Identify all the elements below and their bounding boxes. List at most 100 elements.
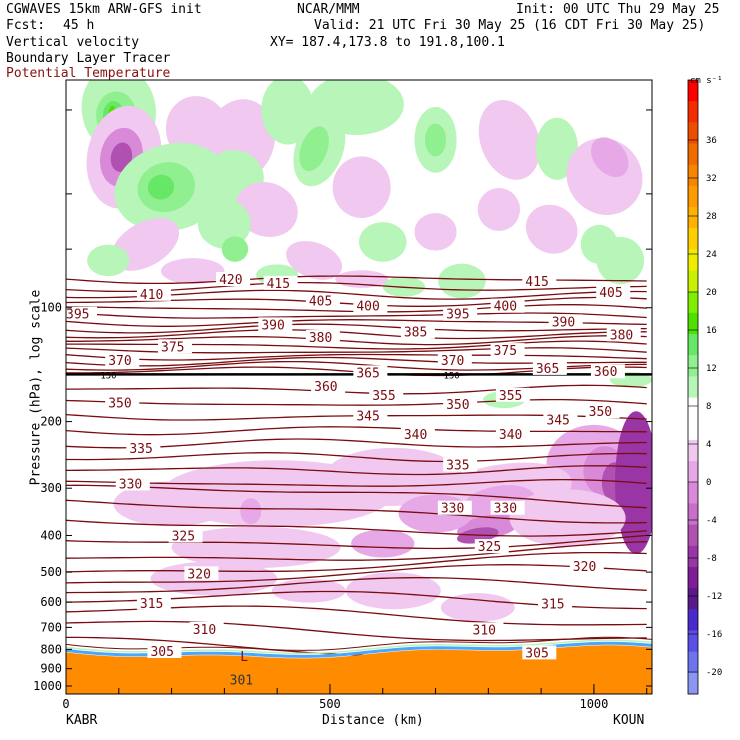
theta-label-text: 400 bbox=[494, 300, 517, 315]
theta-label-text: 360 bbox=[594, 365, 617, 380]
theta-contour bbox=[66, 620, 647, 642]
theta-label-bg bbox=[606, 327, 641, 342]
valid-time: Valid: 21 UTC Fri 30 May 25 (16 CDT Fri … bbox=[314, 18, 706, 33]
theta-label-text: 375 bbox=[494, 344, 517, 359]
theta-contour bbox=[66, 398, 647, 406]
y-tick-label: 1000 bbox=[33, 679, 62, 693]
colorbar-swatch bbox=[688, 566, 698, 589]
low-label: L bbox=[240, 650, 248, 665]
theta-label-text: 420 bbox=[219, 273, 242, 288]
theta-contour bbox=[66, 564, 647, 584]
cross-section-endpoints: XY= 187.4,173.8 to 191.8,100.1 bbox=[270, 35, 505, 50]
w-blob bbox=[324, 447, 462, 506]
theta-label-text: 395 bbox=[66, 308, 89, 323]
theta-label-text: 325 bbox=[478, 540, 501, 555]
colorbar-swatch bbox=[688, 461, 698, 483]
theta-label: 365 bbox=[532, 360, 567, 377]
theta-label-text: 360 bbox=[314, 380, 337, 395]
theta-label: 415 bbox=[263, 275, 298, 292]
theta-label-bg bbox=[437, 352, 472, 367]
theta-label-text: 345 bbox=[546, 414, 569, 429]
theta-label: 325 bbox=[168, 528, 203, 545]
theta-label-bg bbox=[585, 404, 620, 419]
forecast-label: Fcst: bbox=[6, 18, 46, 33]
theta-label-bg bbox=[305, 330, 340, 345]
w-blob bbox=[345, 572, 441, 610]
theta-label-bg bbox=[596, 285, 631, 300]
theta-contour bbox=[66, 484, 647, 509]
colorbar-swatch bbox=[688, 672, 698, 695]
y-tick-label: 700 bbox=[40, 620, 62, 634]
theta-contour bbox=[66, 541, 647, 561]
theta-label-bg bbox=[184, 566, 219, 581]
theta-label-text: 315 bbox=[541, 597, 564, 612]
theta-label-text: 390 bbox=[552, 315, 575, 330]
theta-label: 405 bbox=[305, 293, 340, 310]
colorbar-frame bbox=[687, 79, 699, 695]
colorbar-label: 28 bbox=[706, 212, 717, 222]
theta-label: 375 bbox=[158, 339, 193, 355]
colorbar-swatch bbox=[688, 355, 698, 377]
theta-label-bg bbox=[443, 306, 478, 321]
forecast-hour: 45 h bbox=[63, 18, 95, 33]
theta-label-bg bbox=[495, 387, 530, 402]
theta-label-text: 405 bbox=[309, 295, 332, 310]
theta-label-text: 350 bbox=[108, 396, 131, 411]
colorbar-label: 20 bbox=[706, 288, 717, 298]
x-tick-label: 500 bbox=[319, 697, 341, 711]
y-tick-label: 800 bbox=[40, 642, 62, 656]
x-axis-label: Distance (km) bbox=[322, 713, 424, 728]
w-blob bbox=[240, 498, 262, 525]
theta-label: 380 bbox=[305, 330, 340, 346]
theta-label-bg bbox=[538, 596, 573, 611]
theta-label-text: 305 bbox=[525, 646, 548, 661]
theta-contour bbox=[66, 519, 647, 537]
theta-label: 385 bbox=[400, 324, 435, 341]
theta-label-bg bbox=[136, 595, 171, 610]
y-tick-label: 400 bbox=[40, 528, 62, 542]
theta-label-text: 320 bbox=[187, 567, 210, 582]
w-blob bbox=[299, 126, 329, 172]
theta-label-bg bbox=[305, 293, 340, 308]
theta-label: 400 bbox=[353, 298, 388, 315]
theta-label: 305 bbox=[147, 643, 182, 660]
theta-label-text: 380 bbox=[610, 328, 633, 343]
colorbar-swatch bbox=[688, 228, 698, 250]
x-endpoint-left: KABR bbox=[66, 713, 98, 728]
w-blob bbox=[477, 188, 521, 232]
colorbar-swatch bbox=[688, 207, 698, 229]
theta-label-bg bbox=[311, 378, 346, 393]
theta-label: 325 bbox=[474, 539, 509, 555]
theta-label-bg bbox=[400, 426, 435, 441]
theta-label-text: 330 bbox=[494, 502, 517, 517]
colorbar-swatch bbox=[688, 651, 698, 674]
theta-label-bg bbox=[590, 364, 625, 379]
colorbar-swatch bbox=[688, 122, 698, 145]
theta-label-bg bbox=[147, 643, 182, 658]
theta-label-bg bbox=[543, 412, 578, 427]
colorbar-swatch bbox=[688, 270, 698, 293]
theta-label-bg bbox=[548, 314, 583, 329]
theta-label-bg bbox=[353, 365, 388, 380]
theta-label-text: 365 bbox=[356, 366, 379, 381]
theta-label-bg bbox=[474, 539, 509, 554]
theta-label-text: 390 bbox=[261, 318, 284, 333]
theta-label: 340 bbox=[495, 426, 530, 443]
theta-label-bg bbox=[569, 558, 604, 573]
theta-label-text: 340 bbox=[499, 428, 522, 443]
theta-label: 370 bbox=[437, 352, 472, 369]
theta-label-bg bbox=[263, 275, 298, 290]
theta-label: 310 bbox=[189, 621, 224, 638]
theta-label-bg bbox=[522, 273, 557, 288]
w-blob bbox=[286, 241, 343, 280]
colorbar-label: -8 bbox=[706, 554, 717, 564]
colorbar-swatch bbox=[688, 143, 698, 166]
theta-label-text: 330 bbox=[441, 502, 464, 517]
theta-label-text: 385 bbox=[404, 326, 427, 341]
theta-label: 410 bbox=[136, 286, 171, 303]
w-blob bbox=[261, 80, 315, 145]
w-blob bbox=[271, 578, 346, 603]
theta-label-text: 345 bbox=[356, 409, 379, 424]
theta-label-text: 340 bbox=[404, 428, 427, 443]
w-blob bbox=[359, 222, 407, 262]
